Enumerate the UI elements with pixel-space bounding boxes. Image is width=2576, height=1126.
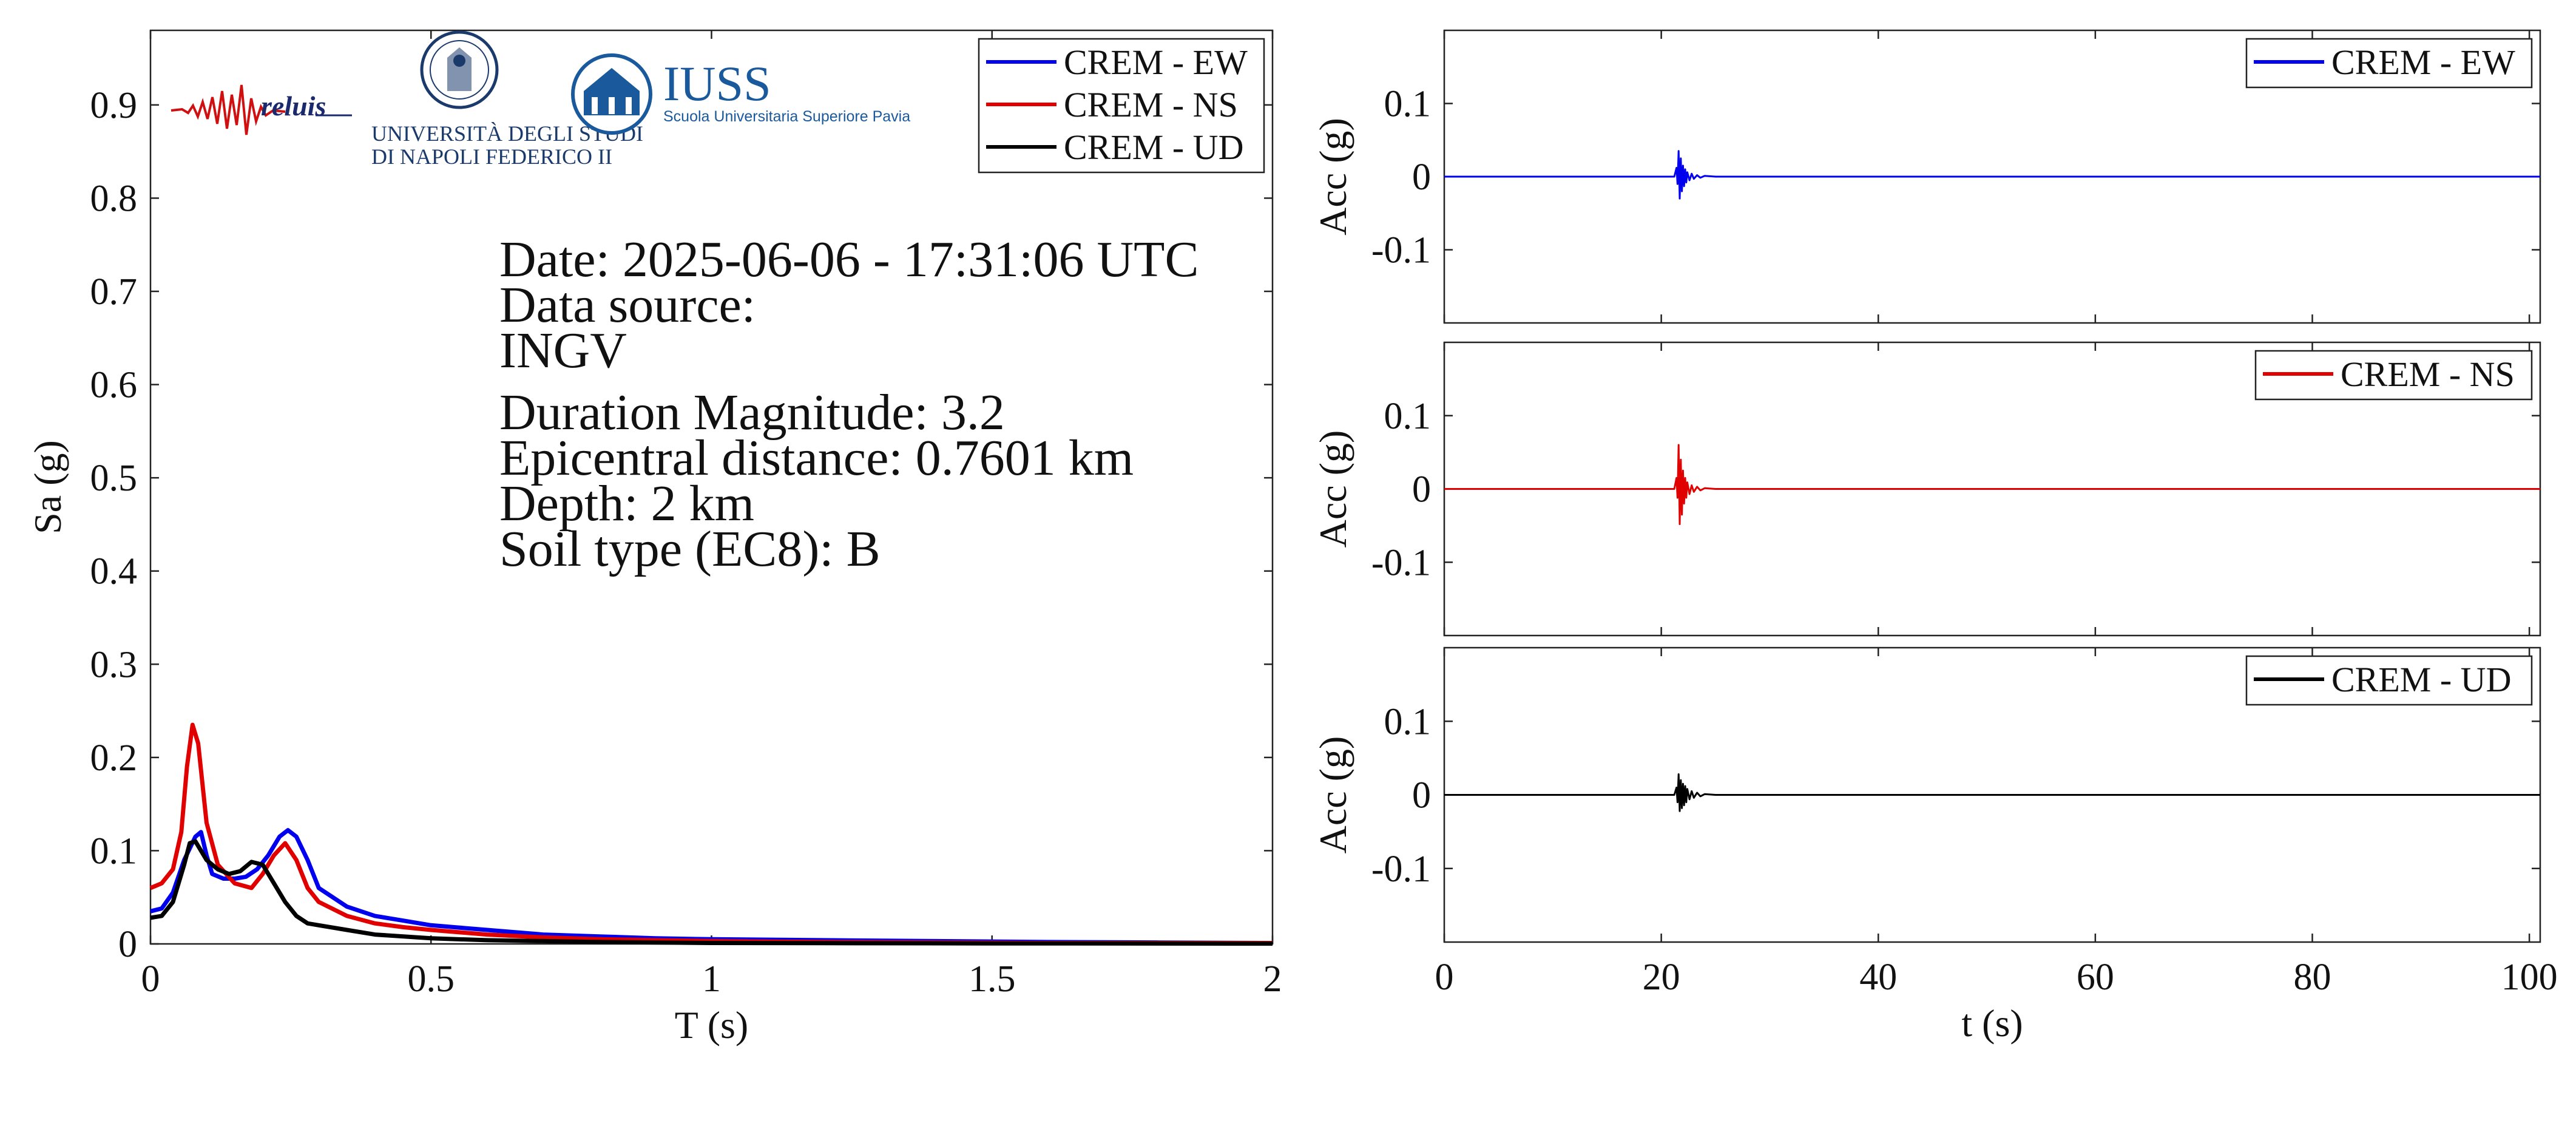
reluis-logo-text: reluis — [261, 90, 326, 121]
y-tick-label: 0.1 — [90, 830, 138, 872]
info-distance: Epicentral distance: 0.7601 km — [499, 430, 1134, 486]
acc-panel-ns: 0.1 0 -0.1 Acc (g) CREM - NS — [1311, 341, 2541, 637]
x-tick-label: 2 — [1263, 958, 1282, 1000]
iuss-subtitle: Scuola Universitaria Superiore Pavia — [663, 108, 910, 125]
legend-entry: CREM - EW — [2331, 42, 2515, 82]
y-axis-title: Sa (g) — [26, 440, 69, 534]
legend: CREM - NS — [2254, 350, 2533, 401]
y-tick-label: 0.4 — [90, 551, 138, 592]
x-tick-label: 0 — [1435, 957, 1454, 998]
y-tick-label: -0.1 — [1371, 542, 1431, 583]
x-tick-label: 60 — [2077, 957, 2114, 998]
info-magnitude: Duration Magnitude: 3.2 — [499, 384, 1005, 441]
y-tick-label: 0.2 — [90, 738, 138, 779]
x-tick-label: 1.5 — [969, 958, 1016, 1000]
acc-panel-ew: 0.1 0 -0.1 Acc (g) CREM - EW — [1311, 29, 2541, 324]
y-tick-label: 0 — [1412, 775, 1431, 816]
y-tick-label: 0.5 — [90, 458, 138, 499]
x-tick-label: 40 — [1859, 957, 1897, 998]
y-tick-label: 0.8 — [90, 178, 138, 219]
y-tick-label: -0.1 — [1371, 849, 1431, 890]
legend-entry: CREM - NS — [1064, 85, 1238, 124]
y-tick-label: 0 — [118, 924, 137, 965]
series-line-crem-ns — [1444, 444, 2540, 525]
x-tick-label: 80 — [2293, 957, 2331, 998]
info-soil: Soil type (EC8): B — [499, 521, 881, 577]
y-tick-label: 0.1 — [1384, 84, 1432, 125]
y-tick-label: 0.9 — [90, 85, 138, 126]
x-tick-label: 0 — [141, 958, 160, 1000]
y-tick-label: 0.3 — [90, 644, 138, 685]
series-line-crem-ud — [1444, 773, 2540, 812]
info-date: Date: 2025-06-06 - 17:31:06 UTC — [499, 231, 1199, 288]
event-info: Date: 2025-06-06 - 17:31:06 UTC Data sou… — [499, 231, 1199, 577]
x-axis-title: t (s) — [1961, 1002, 2023, 1045]
reluis-waveform-icon — [171, 84, 286, 135]
series-line-crem-ud — [150, 839, 1273, 946]
iuss-title: IUSS — [663, 56, 771, 111]
series-line-crem-ew — [1444, 150, 2540, 200]
reluis-logo: reluis — [171, 84, 352, 135]
y-axis-title: Acc (g) — [1311, 736, 1354, 854]
unina-logo: UNIVERSITÀ DEGLI STUDI DI NAPOLI FEDERIC… — [371, 30, 643, 169]
y-tick-label: 0.1 — [1384, 701, 1432, 742]
legend-entry: CREM - EW — [1064, 42, 1248, 82]
legend: CREM - UD — [2245, 655, 2533, 706]
legend-entry: CREM - UD — [2331, 660, 2511, 699]
y-tick-label: 0 — [1412, 157, 1431, 198]
info-source: INGV — [499, 322, 627, 379]
legend-entry: CREM - UD — [1064, 127, 1243, 167]
info-source-label: Data source: — [499, 277, 756, 333]
x-tick-label: 20 — [1643, 957, 1680, 998]
spectrum-panel: 0 0.1 0.2 0.3 0.4 0.5 0.6 0.7 0.8 0.9 0 0.5 1 1.5 2 T (… — [26, 29, 1282, 1046]
y-tick-label: 0.7 — [90, 271, 138, 313]
legend: CREM - EW — [2245, 38, 2533, 89]
x-axis-title: T (s) — [675, 1003, 748, 1046]
x-tick-label: 1 — [702, 958, 721, 1000]
unina-line2: DI NAPOLI FEDERICO II — [371, 144, 612, 169]
y-tick-label: 0 — [1412, 469, 1431, 510]
legend-entry: CREM - NS — [2341, 354, 2515, 394]
y-axis-title: Acc (g) — [1311, 430, 1354, 548]
x-tick-label: 100 — [2501, 957, 2558, 998]
y-axis-title: Acc (g) — [1311, 118, 1354, 236]
x-tick-label: 0.5 — [408, 958, 455, 1000]
info-depth: Depth: 2 km — [499, 475, 754, 532]
acc-panel-ud: 0.1 0 -0.1 0 20 40 60 80 100 t (s) Acc (g) CREM - U… — [1311, 646, 2558, 1045]
y-tick-label: 0.1 — [1384, 396, 1432, 437]
y-tick-label: -0.1 — [1371, 230, 1431, 271]
iuss-logo: IUSS Scuola Universitaria Superiore Pavi… — [571, 53, 910, 135]
y-tick-label: 0.6 — [90, 365, 138, 406]
